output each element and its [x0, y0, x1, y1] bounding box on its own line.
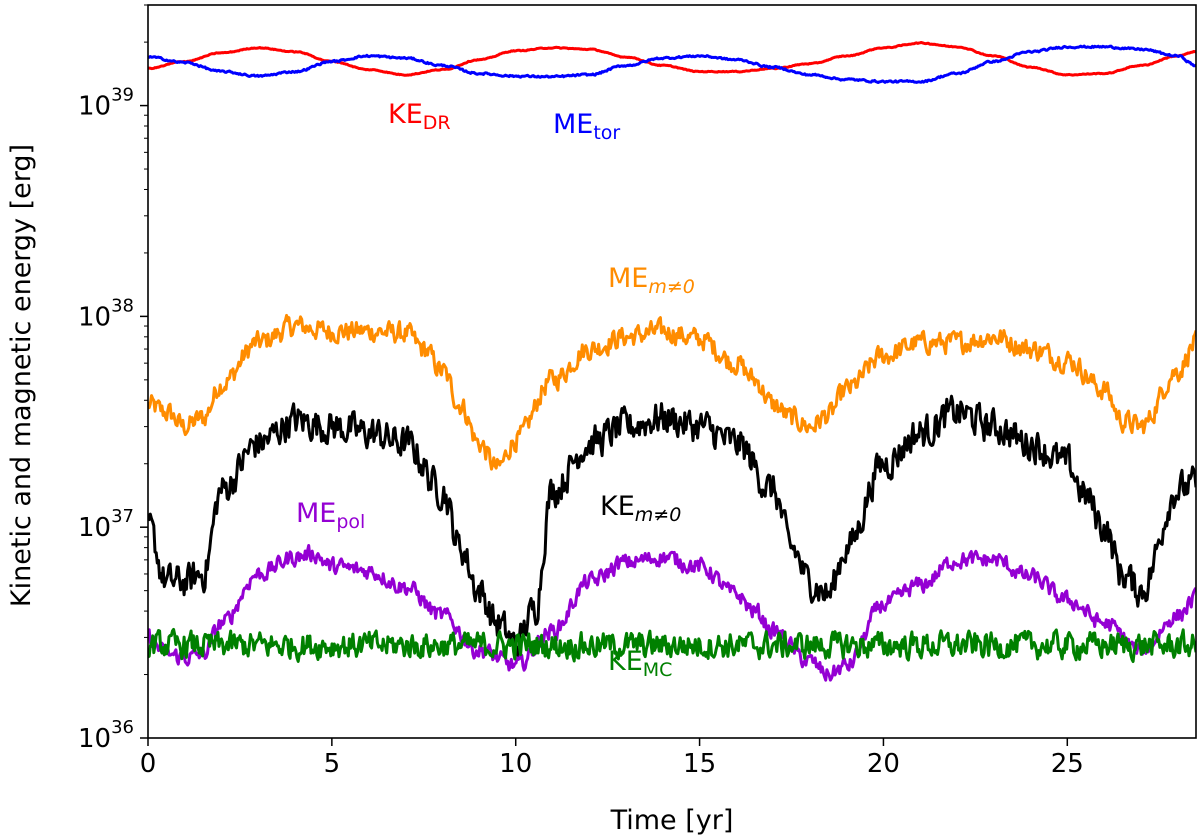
series-line-metor: [148, 44, 1196, 84]
series-line-kem-mneq0: [148, 394, 1196, 660]
x-axis-label: Time [yr]: [610, 805, 734, 836]
series-line-kemc: [148, 627, 1196, 663]
label-layer: KEDR MEtor MEm≠0 KEm≠0 MEpol KEMC: [296, 99, 695, 681]
series-line-mepol: [148, 544, 1196, 682]
x-tick-label: 10: [499, 749, 532, 779]
x-tick-label: 20: [867, 749, 900, 779]
y-tick-label: 1037: [78, 506, 134, 543]
series-layer: [148, 41, 1196, 682]
series-label-ke-dr: KEDR: [388, 99, 451, 134]
y-axis-label: Kinetic and magnetic energy [erg]: [6, 144, 37, 607]
series-line-mem-mneq0: [148, 313, 1196, 471]
series-label-ke-mc: KEMC: [608, 646, 672, 681]
series-line-kedr: [148, 41, 1196, 77]
x-tick-label: 0: [140, 749, 157, 779]
x-tick-label: 25: [1051, 749, 1084, 779]
y-tick-label: 1038: [78, 295, 134, 332]
y-tick-label: 1036: [78, 717, 134, 754]
x-tick-label: 15: [683, 749, 716, 779]
plot-frame: [147, 4, 1197, 739]
x-tick-label: 5: [324, 749, 341, 779]
series-label-me-mneq0: MEm≠0: [608, 263, 695, 298]
series-label-me-pol: MEpol: [296, 498, 365, 533]
tick-layer: 0 5 10 15 20 25 1036 1037 1038 1039: [78, 4, 1084, 779]
y-tick-label: 1039: [78, 85, 134, 122]
series-label-me-tor: MEtor: [553, 109, 620, 144]
series-label-ke-mneq0: KEm≠0: [600, 491, 681, 526]
